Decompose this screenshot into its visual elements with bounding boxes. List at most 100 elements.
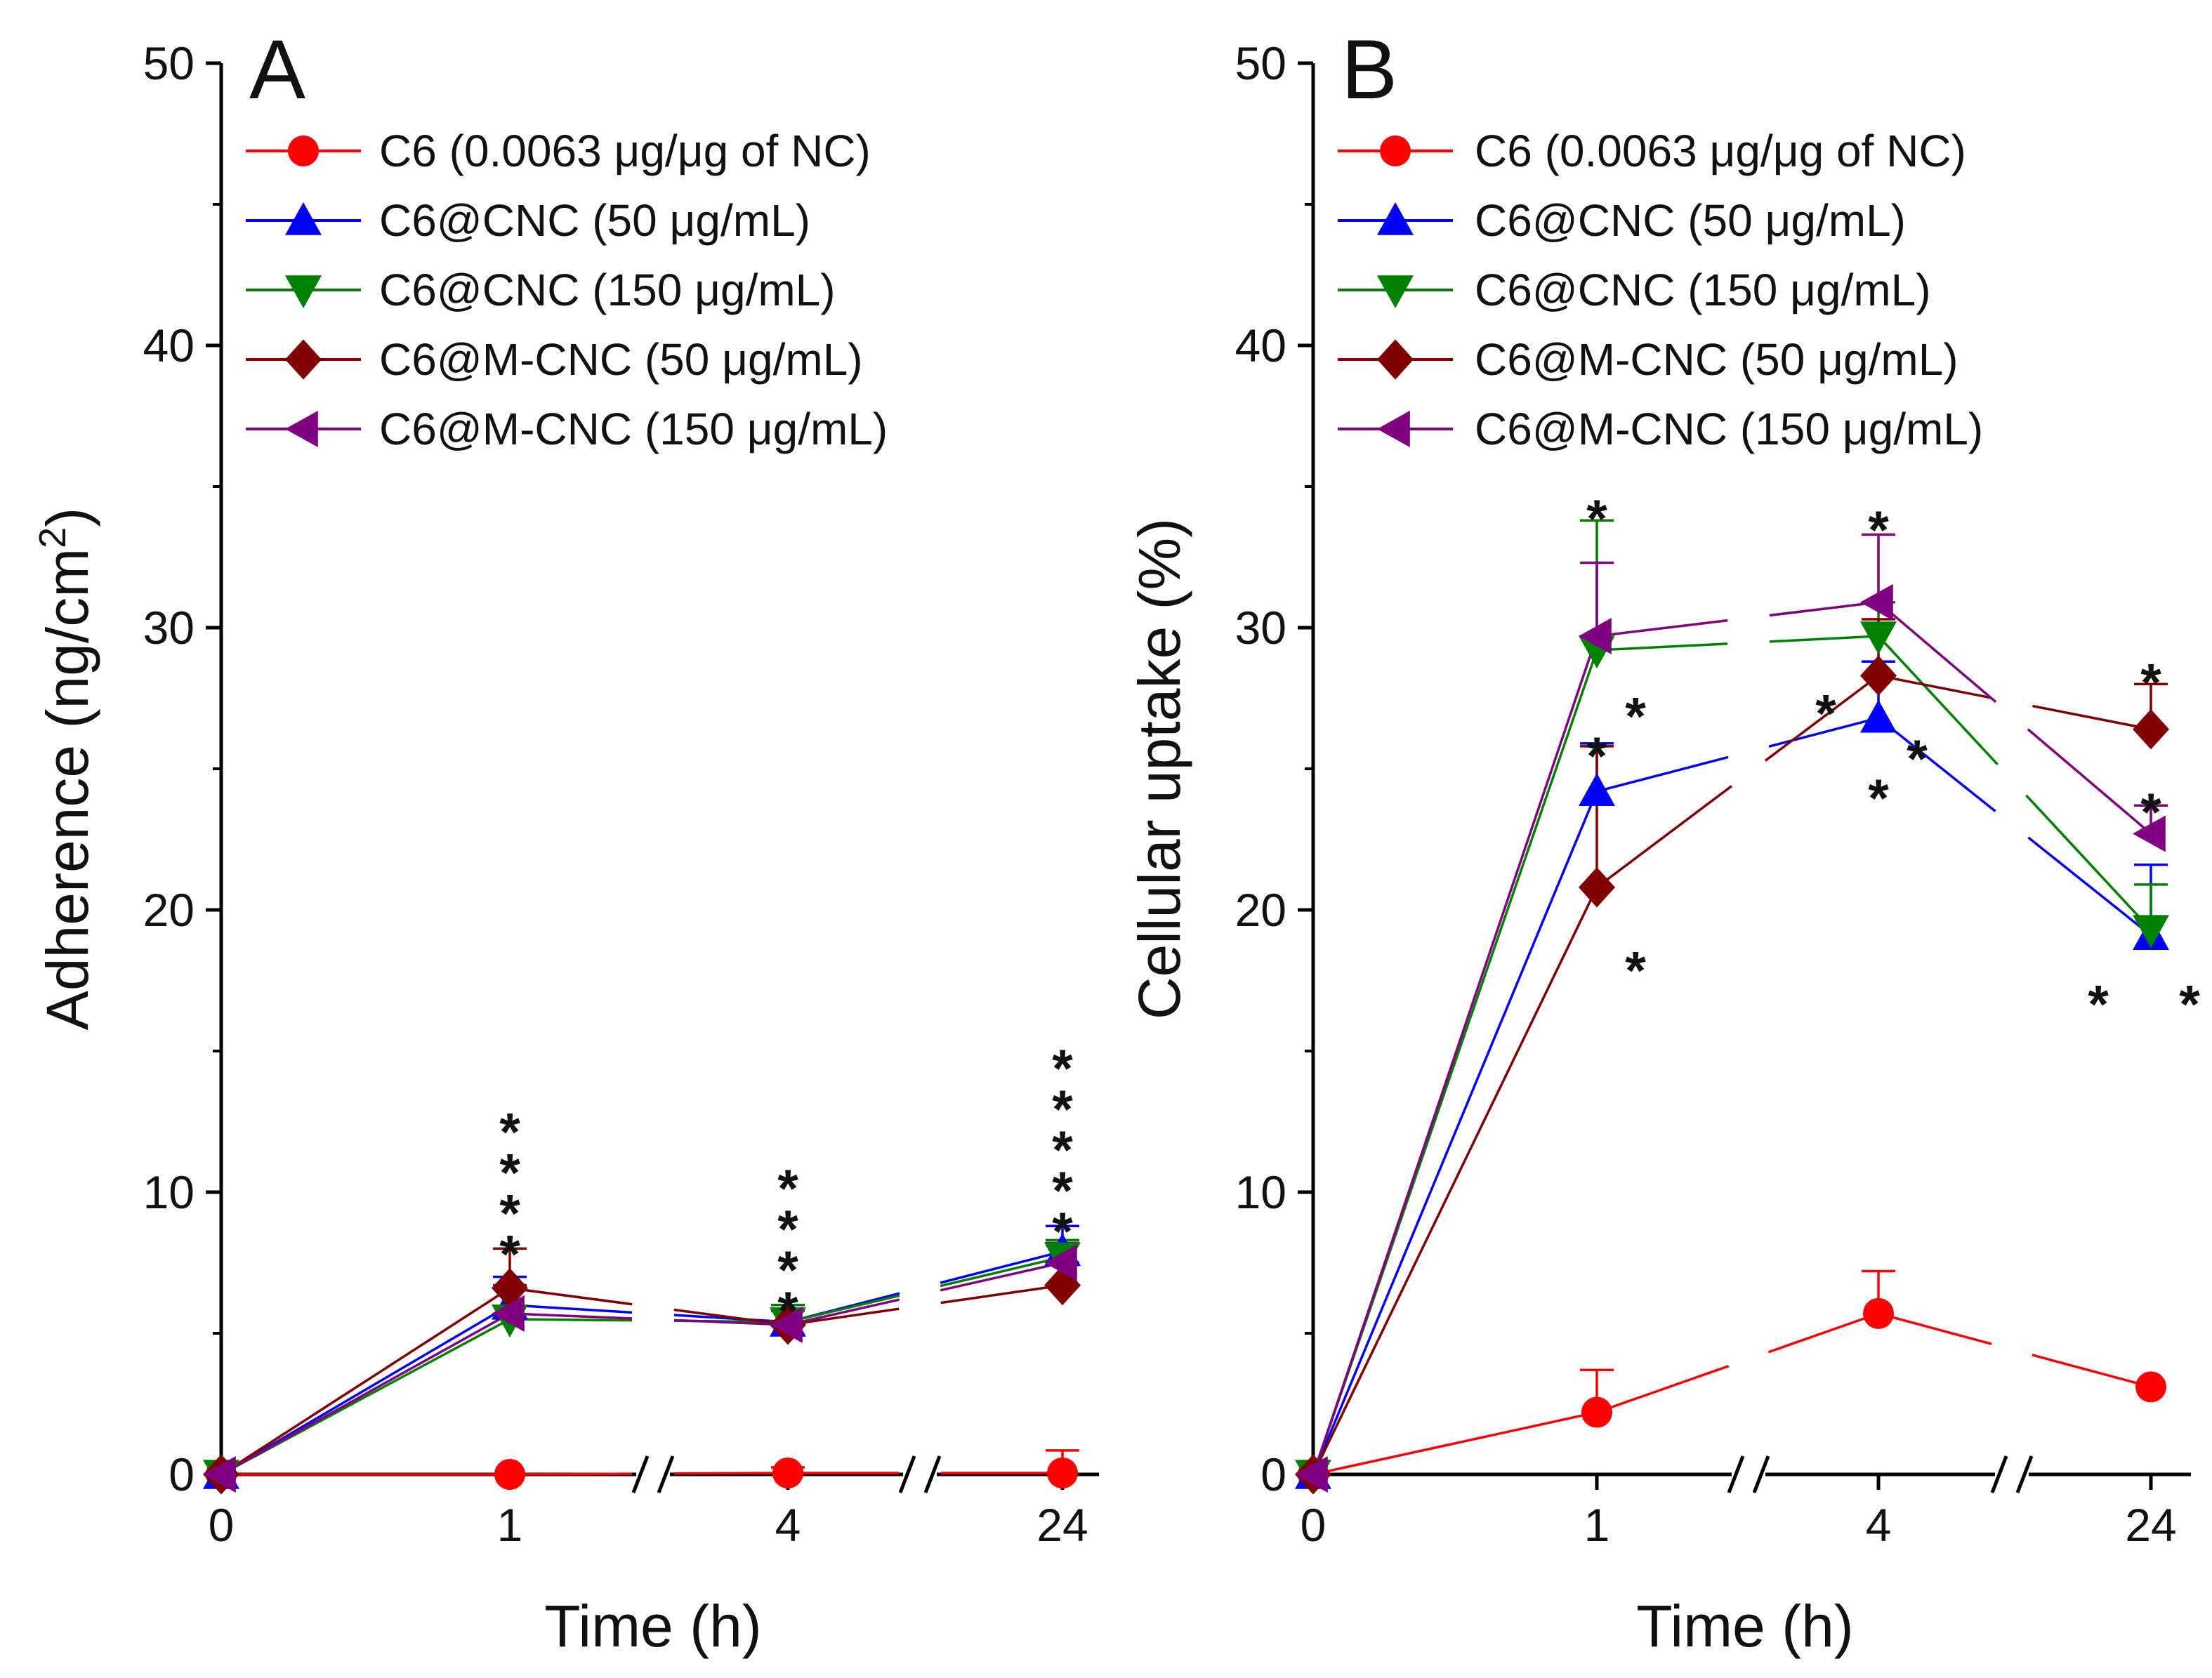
b-significance-5: * xyxy=(1815,685,1836,744)
a-y-tick-label-40: 40 xyxy=(143,319,195,371)
a-series-2-line-2 xyxy=(787,1255,1063,1323)
panel-b-y-ticks: 0 10 20 30 40 50 xyxy=(1235,37,1313,1500)
panel-b-series-lines xyxy=(1312,601,2152,1476)
b-legend-marker-2 xyxy=(1377,275,1414,308)
panel-b-axis-breaks xyxy=(1727,1455,2034,1493)
panel-a-y-ticks: 0 10 20 30 40 50 xyxy=(143,37,221,1500)
a-y-tick-label-10: 10 xyxy=(143,1166,195,1218)
a-series-3-point-1 xyxy=(492,1268,528,1309)
b-axis-break-slash-1-a xyxy=(1990,1455,2008,1493)
a-legend-marker-4 xyxy=(285,411,318,447)
panel-b: 0 10 20 30 40 50 0 1 4 24 B Time (h) Cellular up… xyxy=(1126,22,2200,1659)
b-series-3-point-2 xyxy=(1860,655,1897,696)
b-axis-break-gap-0 xyxy=(1732,1469,1765,1480)
b-significance-1: * xyxy=(1625,687,1646,747)
b-legend-marker-0 xyxy=(1380,136,1411,166)
a-series-0-line-1 xyxy=(509,1472,789,1476)
a-series-0-point-3 xyxy=(1047,1457,1078,1488)
panel-a-legend: C6 (0.0063 μg/μg of NC) C6@CNC (50 μg/mL)… xyxy=(246,126,888,454)
b-y-tick-label-0: 0 xyxy=(1260,1448,1286,1500)
b-y-tick-label-40: 40 xyxy=(1235,319,1286,371)
a-series-4-point-0 xyxy=(203,1456,236,1493)
a-series-4-point-2 xyxy=(770,1306,803,1343)
b-legend-label-4: C6@M-CNC (150 μg/mL) xyxy=(1475,404,1983,454)
b-series-3-point-3 xyxy=(2133,709,2169,750)
a-significance-0-3: * xyxy=(499,1102,520,1162)
b-significance-7: * xyxy=(1868,769,1889,828)
a-significance-1-0: * xyxy=(777,1281,798,1341)
b-significance-3: * xyxy=(1625,941,1646,1000)
panel-b-y-axis-title: Cellular uptake (%) xyxy=(1126,518,1192,1019)
b-legend-marker-4 xyxy=(1377,411,1410,447)
b-series-4-point-0 xyxy=(1295,1456,1328,1493)
a-series-4-point-3 xyxy=(1044,1244,1077,1281)
b-significance-9: * xyxy=(2140,783,2161,843)
a-series-4-line-0 xyxy=(220,1312,511,1476)
b-significance-2: * xyxy=(1586,727,1607,786)
b-y-tick-label-20: 20 xyxy=(1235,884,1286,936)
b-series-2-line-1 xyxy=(1596,635,1879,652)
b-series-0-point-1 xyxy=(1581,1396,1612,1428)
b-series-1-point-2 xyxy=(1860,699,1897,733)
a-series-4-point-1 xyxy=(492,1295,525,1332)
a-significance-2-4: * xyxy=(1052,1039,1073,1099)
b-series-3-line-1 xyxy=(1595,674,1880,889)
b-series-4-point-2 xyxy=(1860,583,1893,621)
a-significance-2-2: * xyxy=(1052,1121,1073,1180)
b-axis-break-slash-0-b xyxy=(1752,1455,1770,1493)
b-series-1-line-1 xyxy=(1596,716,1879,793)
a-x-tick-label-24: 24 xyxy=(1036,1499,1088,1551)
b-y-tick-label-30: 30 xyxy=(1235,602,1286,654)
b-series-1-point-1 xyxy=(1579,773,1615,806)
a-series-4-line-2 xyxy=(787,1261,1063,1326)
b-series-1-line-0 xyxy=(1312,791,1598,1475)
panel-a-axis-breaks xyxy=(631,1455,942,1493)
b-series-3-line-0 xyxy=(1312,887,1598,1475)
b-significance-4: * xyxy=(1868,501,1889,560)
a-significance-0-0: * xyxy=(499,1224,520,1284)
a-significance-1-2: * xyxy=(777,1200,798,1260)
b-significance-0: * xyxy=(1586,489,1607,549)
b-significance-11: * xyxy=(2179,975,2200,1035)
a-x-tick-label-0: 0 xyxy=(209,1499,235,1551)
b-axis-break-gap-1 xyxy=(1995,1469,2029,1480)
panel-b-legend: C6 (0.0063 μg/μg of NC) C6@CNC (50 μg/mL)… xyxy=(1338,126,1983,454)
b-series-4-line-1 xyxy=(1596,601,1879,637)
a-axis-break-slash-0-a xyxy=(631,1455,650,1493)
b-significance-6: * xyxy=(1907,729,1928,789)
a-legend-marker-2 xyxy=(285,275,322,308)
a-legend-marker-0 xyxy=(288,136,319,166)
a-significance-2-3: * xyxy=(1052,1080,1073,1139)
a-series-4-line-1 xyxy=(509,1312,789,1326)
b-legend-label-3: C6@M-CNC (50 μg/mL) xyxy=(1475,334,1958,385)
panel-b-x-axis-title: Time (h) xyxy=(1636,1593,1854,1659)
panel-a-y-axis-title: Adherence (ng/cm2) xyxy=(32,508,100,1030)
b-series-4-point-3 xyxy=(2133,815,2166,852)
b-legend-marker-1 xyxy=(1377,202,1414,235)
a-x-tick-label-4: 4 xyxy=(775,1499,801,1551)
panel-b-x-ticks: 0 1 4 24 xyxy=(1301,1474,2177,1551)
b-x-tick-label-24: 24 xyxy=(2125,1499,2176,1551)
a-significance-0-2: * xyxy=(499,1143,520,1203)
panel-a-x-axis-title: Time (h) xyxy=(544,1593,762,1659)
panel-a-significance: ************* xyxy=(499,1039,1073,1341)
a-y-tick-label-50: 50 xyxy=(143,37,195,89)
b-legend-label-1: C6@CNC (50 μg/mL) xyxy=(1475,195,1906,246)
panel-b-markers xyxy=(1295,583,2169,1495)
panel-a-markers xyxy=(203,1233,1081,1495)
a-axis-break-gap-0 xyxy=(636,1469,670,1480)
b-axis-break-slash-0-a xyxy=(1727,1455,1745,1493)
a-significance-1-3: * xyxy=(777,1159,798,1219)
b-y-tick-label-50: 50 xyxy=(1235,37,1286,89)
b-legend-label-0: C6 (0.0063 μg/μg of NC) xyxy=(1475,126,1966,176)
a-series-3-line-0 xyxy=(220,1287,511,1476)
panel-a-series-lines xyxy=(220,1250,1063,1476)
a-axis-break-slash-1-b xyxy=(923,1455,942,1493)
a-series-3-line-1 xyxy=(509,1286,789,1326)
a-series-3-line-2 xyxy=(787,1283,1063,1326)
b-axis-break-slash-1-b xyxy=(2015,1455,2034,1493)
b-legend-marker-3 xyxy=(1377,339,1414,380)
b-series-4-line-2 xyxy=(1877,601,2152,835)
b-series-0-line-0 xyxy=(1312,1411,1598,1476)
